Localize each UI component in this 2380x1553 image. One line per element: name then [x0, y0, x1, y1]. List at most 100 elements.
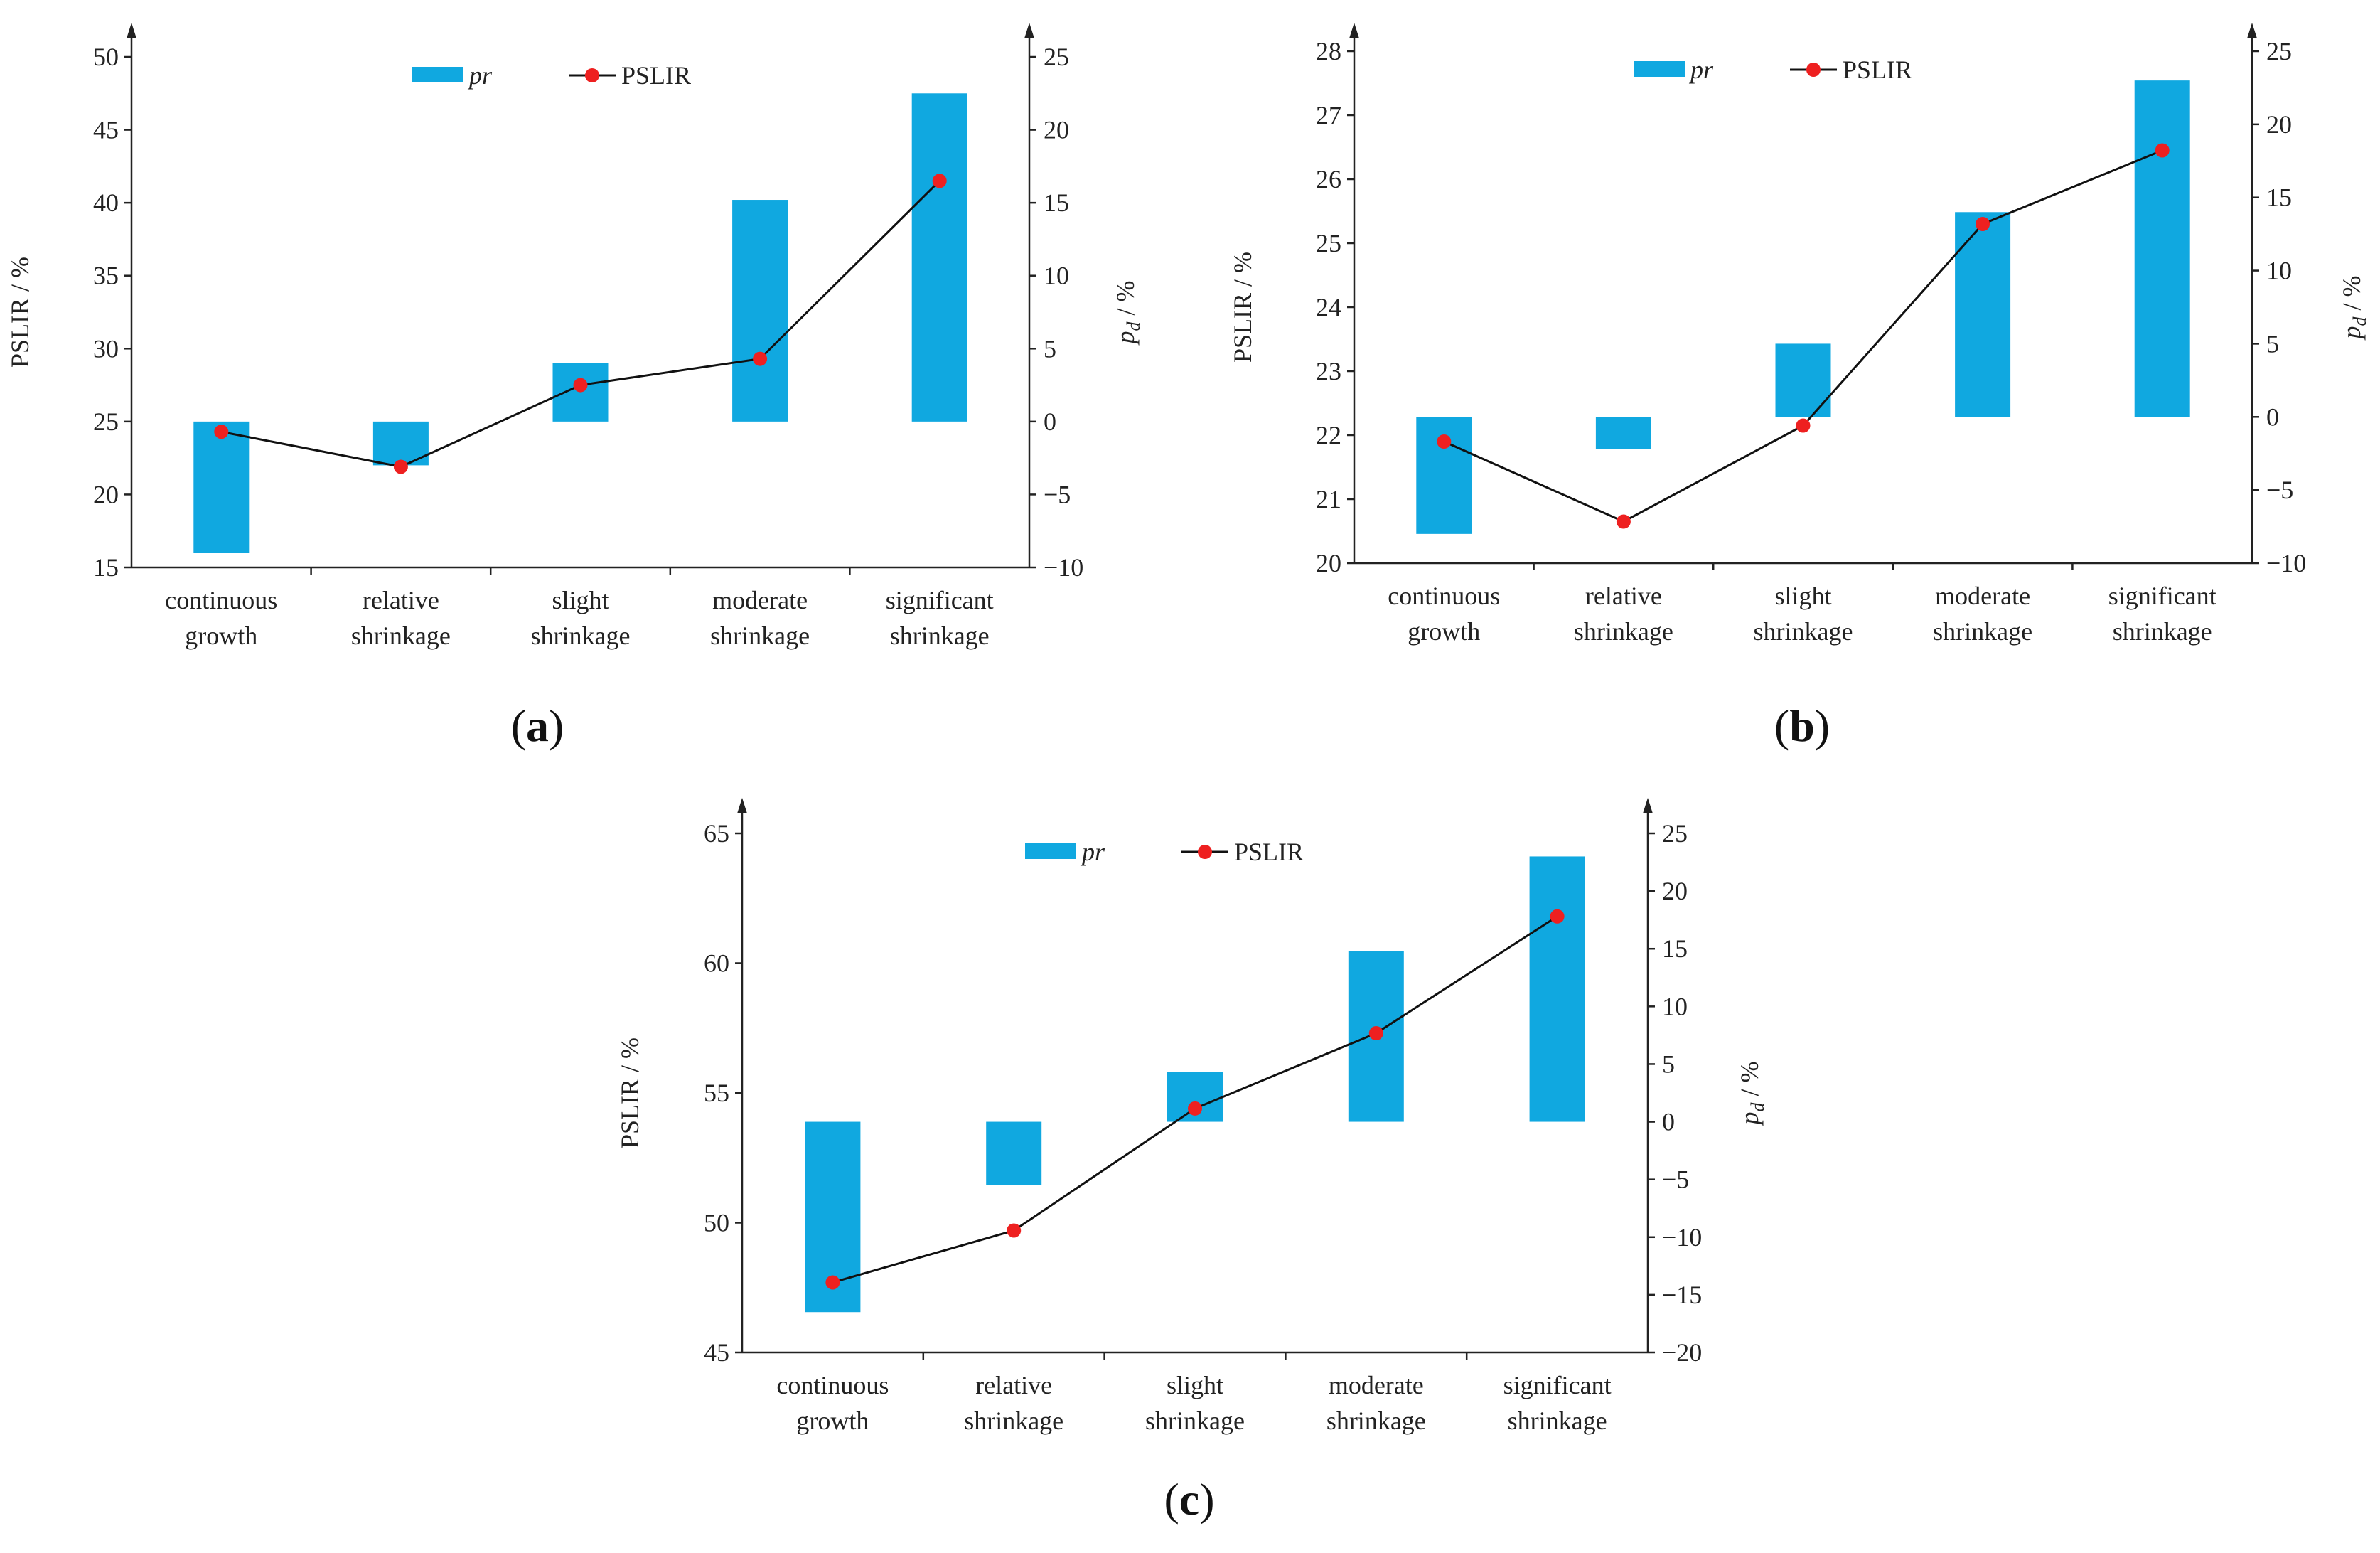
right-axis-title: pd / %	[2337, 276, 2370, 341]
legend-pr-swatch	[1634, 61, 1685, 77]
left-tick-label: 65	[704, 819, 729, 848]
legend-pslir-marker	[585, 68, 599, 82]
chart-panel-c: 45 50 55 60 65 −20 −15 −10 −5 0 5 10 15 20 25 continuou…	[616, 798, 1768, 1525]
pslir-point-5	[1550, 909, 1565, 924]
left-tick-label: 21	[1316, 485, 1341, 513]
right-axis-arrow	[2247, 23, 2257, 38]
bar-pr-5	[1529, 856, 1585, 1122]
left-tick-label: 25	[1316, 229, 1341, 257]
category-label: shrinkage	[1574, 617, 1673, 646]
left-tick-label: 50	[704, 1209, 729, 1237]
legend-pr-swatch	[412, 67, 463, 82]
panel-label-open: (	[1164, 1474, 1179, 1525]
right-axis-title-main: p	[2337, 326, 2366, 341]
pslir-point-1	[825, 1275, 840, 1290]
left-tick-label: 45	[93, 116, 119, 144]
right-tick-label: 0	[1044, 407, 1056, 436]
right-axis-title-sub: d	[1747, 1102, 1768, 1112]
right-axis-title-unit: / %	[1111, 281, 1140, 322]
legend-pslir-label: PSLIR	[1843, 55, 1912, 84]
pslir-line	[1443, 149, 2163, 523]
category-label: significant	[1503, 1371, 1612, 1399]
right-tick-label: 15	[2266, 183, 2292, 212]
right-tick-label: 20	[1662, 877, 1688, 905]
left-tick-label: 60	[704, 949, 729, 978]
right-tick-label: −10	[2266, 549, 2306, 577]
bar-pr-2	[1595, 417, 1651, 449]
category-label: shrinkage	[2113, 617, 2212, 646]
bar-pr-2	[986, 1121, 1042, 1185]
category-label: shrinkage	[1145, 1407, 1245, 1435]
right-tick-label: 10	[2266, 257, 2292, 285]
pslir-line	[221, 180, 940, 469]
right-axis-title-sub: d	[2349, 316, 2370, 326]
bar-pr-4	[732, 200, 788, 422]
panel-label-letter: a	[526, 700, 549, 751]
chart-panel-b: 20 21 22 23 24 25 26 27 28 −10 −5 0 5 10 15 20 25 continu…	[1228, 23, 2370, 751]
bar-pr-5	[911, 93, 967, 422]
left-axis-title: PSLIR / %	[6, 257, 34, 368]
category-label: moderate	[1329, 1371, 1424, 1399]
left-tick-label: 50	[93, 43, 119, 71]
category-label: slight	[552, 586, 609, 614]
panel-label: (a)	[511, 700, 564, 751]
right-axis-title-main: p	[1735, 1112, 1764, 1127]
right-tick-label: 5	[1662, 1050, 1675, 1078]
category-label: moderate	[1935, 582, 2030, 610]
right-axis-title-unit: / %	[2337, 276, 2366, 317]
bar-pr-1	[193, 421, 250, 553]
pslir-point-3	[1188, 1101, 1202, 1116]
left-tick-label: 45	[704, 1338, 729, 1367]
pslir-point-4	[753, 351, 768, 366]
right-tick-label: 15	[1662, 934, 1688, 963]
right-tick-label: 15	[1044, 188, 1069, 217]
pslir-point-1	[1437, 434, 1452, 449]
category-label: significant	[886, 586, 994, 614]
left-tick-label: 20	[1316, 549, 1341, 577]
left-axis-arrow	[737, 798, 747, 813]
category-label: relative	[975, 1371, 1052, 1399]
left-tick-label: 28	[1316, 37, 1341, 65]
pslir-point-5	[2155, 143, 2170, 158]
right-tick-label: 0	[2266, 402, 2279, 431]
right-tick-label: 10	[1662, 992, 1688, 1020]
left-axis-arrow	[127, 23, 136, 38]
category-label: slight	[1774, 582, 1831, 610]
right-axis-arrow	[1024, 23, 1034, 38]
right-tick-label: 10	[1044, 262, 1069, 290]
left-tick-label: 20	[93, 480, 119, 508]
pslir-point-3	[573, 378, 588, 393]
category-label: continuous	[776, 1371, 889, 1399]
category-label: slight	[1167, 1371, 1223, 1399]
right-axis-title: pd / %	[1111, 281, 1144, 346]
left-tick-label: 26	[1316, 165, 1341, 193]
left-tick-label: 22	[1316, 421, 1341, 449]
category-label: relative	[363, 586, 439, 614]
right-tick-label: 5	[2266, 329, 2279, 358]
category-label: shrinkage	[1326, 1407, 1426, 1435]
pslir-point-2	[1007, 1223, 1022, 1238]
category-label: continuous	[1388, 582, 1500, 610]
left-axis-title: PSLIR / %	[616, 1037, 644, 1148]
right-tick-label: 0	[1662, 1108, 1675, 1136]
bar-pr-1	[1416, 417, 1472, 534]
category-label: shrinkage	[351, 621, 451, 650]
right-tick-label: −5	[1044, 480, 1071, 508]
right-tick-label: −5	[1662, 1165, 1689, 1194]
pslir-point-3	[1796, 418, 1811, 433]
pslir-point-5	[932, 174, 947, 188]
bar-pr-3	[552, 363, 609, 422]
right-tick-label: 20	[1044, 116, 1069, 144]
legend-pr-label: pr	[1080, 838, 1105, 866]
right-tick-label: 5	[1044, 334, 1056, 363]
bar-pr-5	[2134, 80, 2190, 417]
pslir-point-2	[393, 459, 408, 474]
legend-pslir-marker	[1198, 845, 1212, 859]
left-tick-label: 15	[93, 553, 119, 582]
right-tick-label: 25	[1044, 43, 1069, 71]
category-label: relative	[1585, 582, 1662, 610]
chart-panel-a: 15 20 25 30 35 40 45 50 −10 −5 0 5 10 15 20 25 continuou…	[6, 23, 1144, 751]
legend-pr-label: pr	[467, 61, 493, 90]
panel-label-close: )	[1199, 1474, 1214, 1525]
category-label: moderate	[712, 586, 808, 614]
